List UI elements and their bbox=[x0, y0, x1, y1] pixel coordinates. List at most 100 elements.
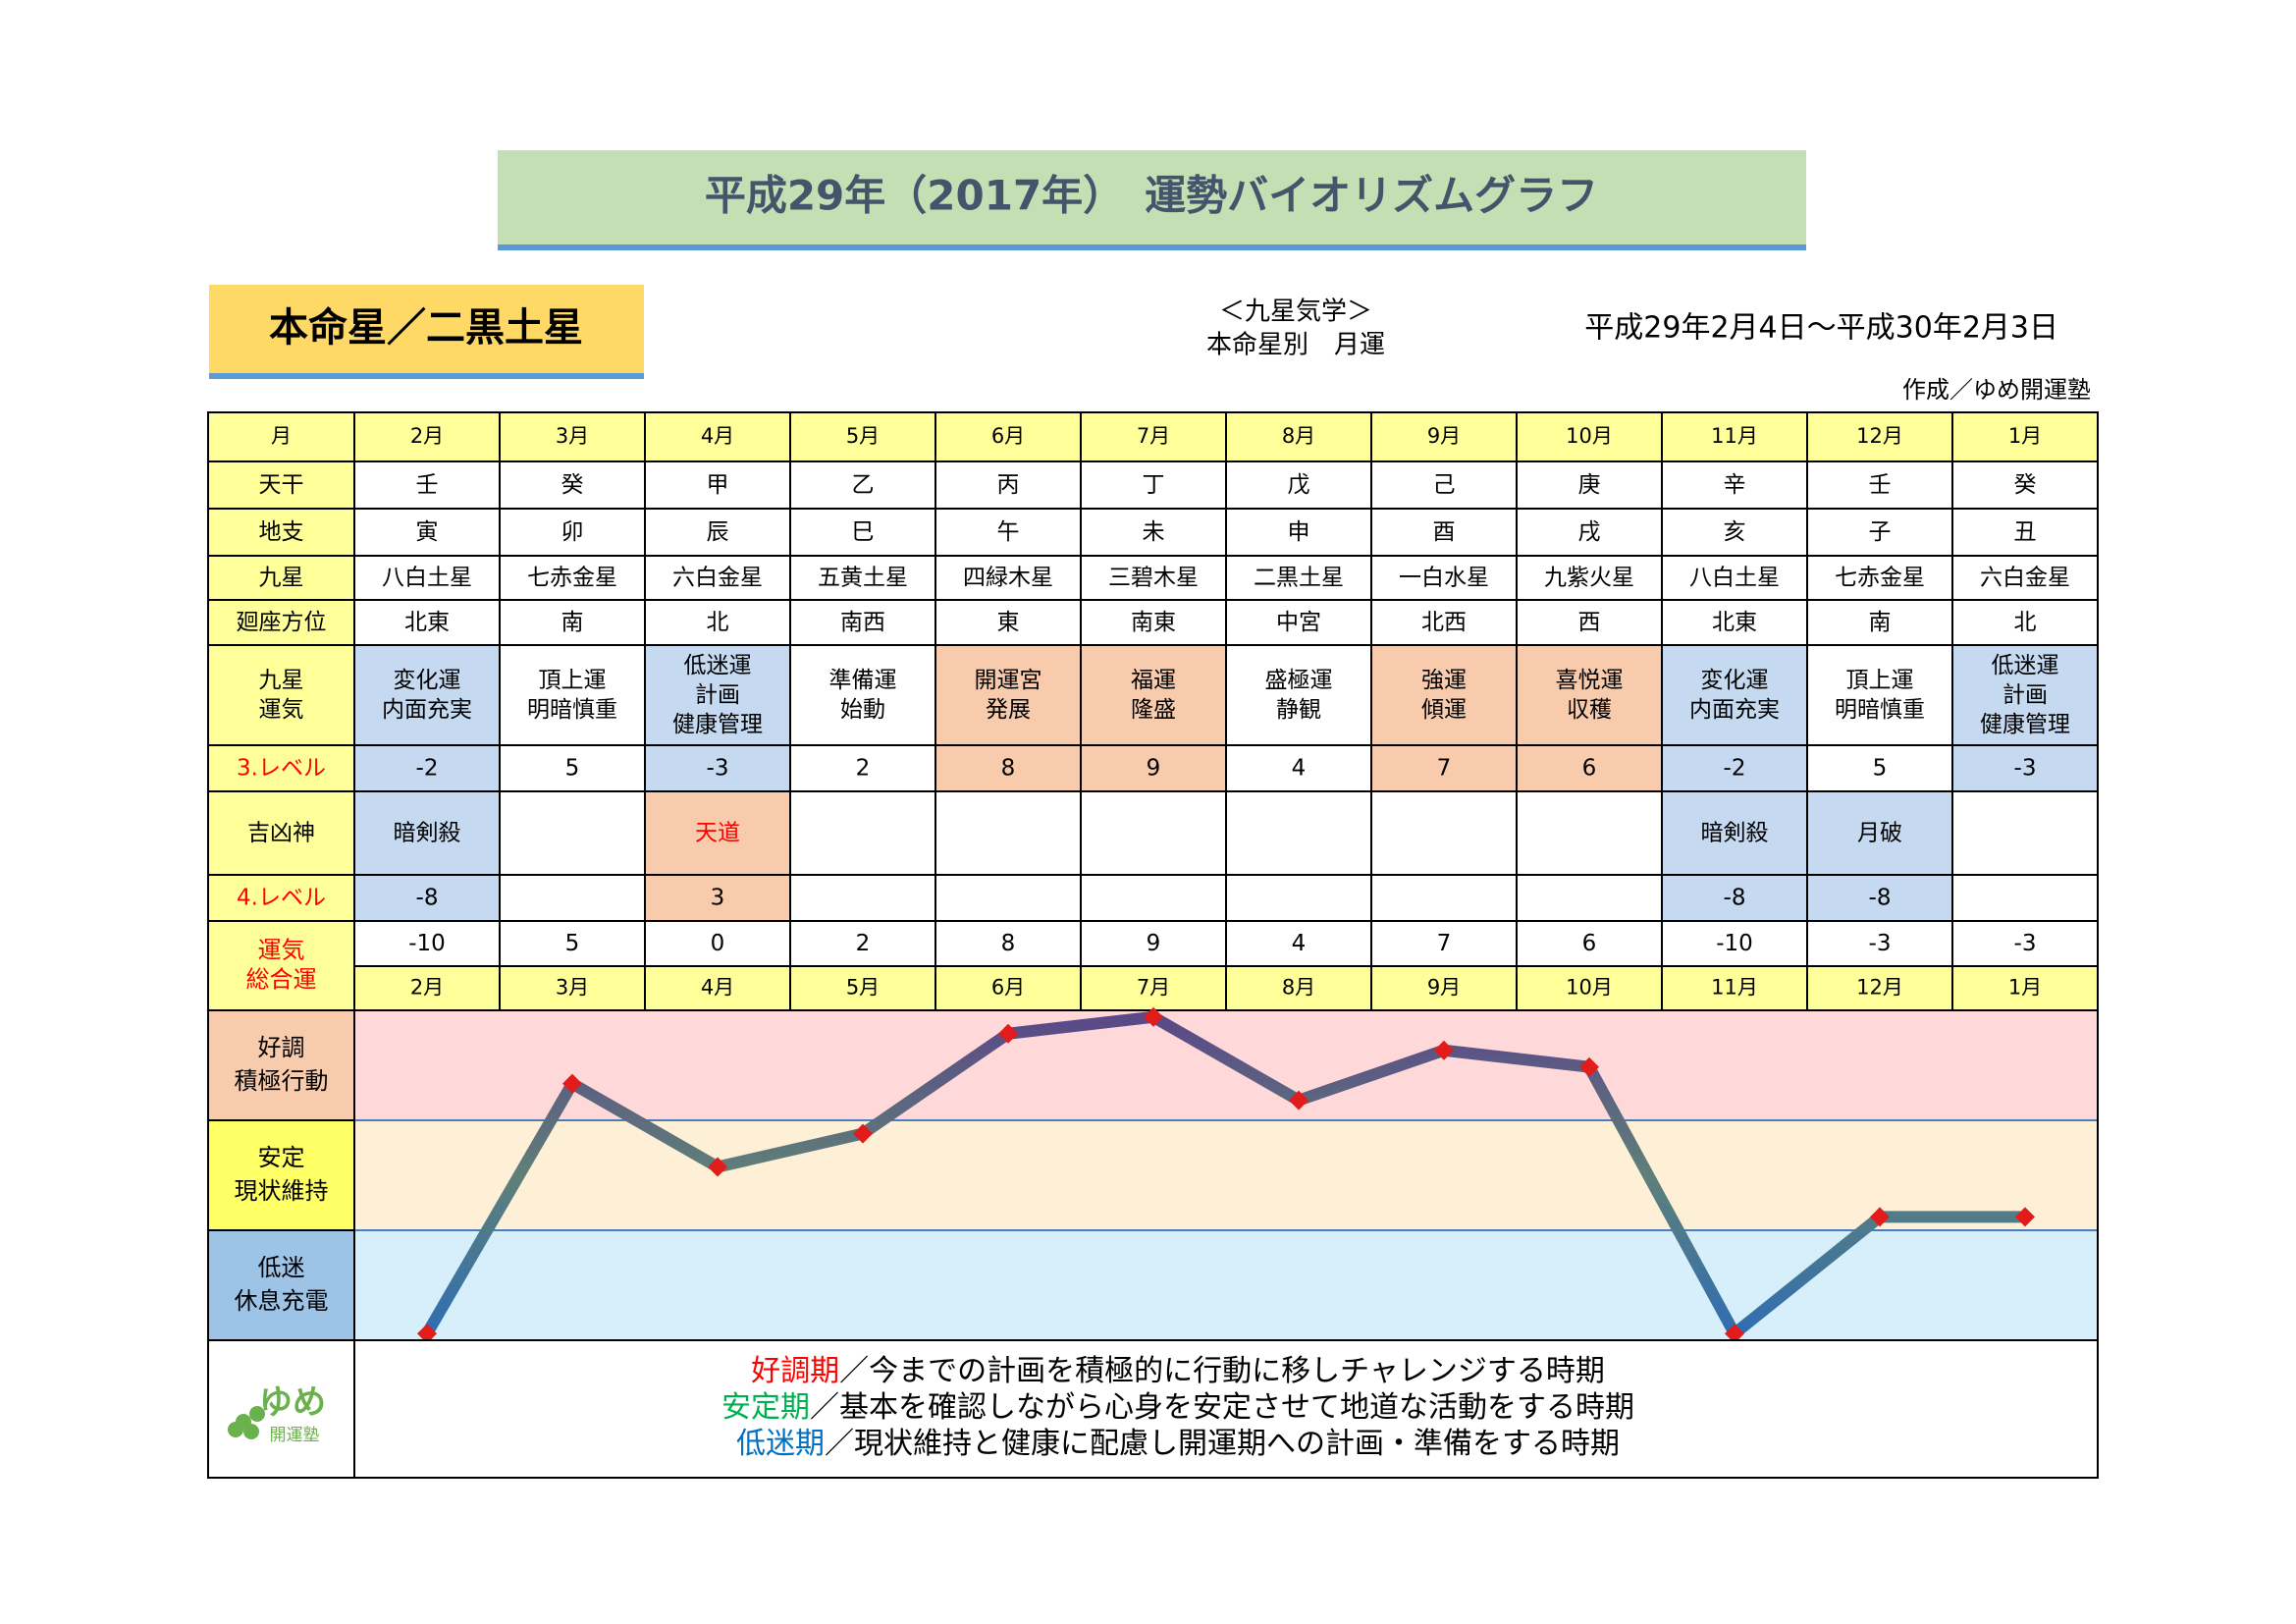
text-line: 辛 bbox=[1724, 472, 1746, 498]
text-line: 北東 bbox=[1712, 610, 1757, 635]
period: 平成29年2月4日～平成30年2月3日 bbox=[1584, 311, 2058, 346]
text-line: 明暗慎重 bbox=[1835, 697, 1925, 723]
month-label: 10月 bbox=[1566, 424, 1613, 448]
table-value: 天道 bbox=[695, 820, 740, 845]
total-value: -3 bbox=[1869, 931, 1892, 956]
x-tick-label: 7月 bbox=[1137, 976, 1170, 1000]
table-value: 変化運内面充実 bbox=[382, 668, 472, 723]
table-cell bbox=[1951, 790, 2099, 876]
legend-text: ／今までの計画を積極的に行動に移しチャレンジする時期 bbox=[839, 1354, 1605, 1388]
table-value: 未 bbox=[1143, 519, 1165, 545]
table-value: 戊 bbox=[1288, 472, 1310, 498]
table-value: 酉 bbox=[1433, 519, 1456, 545]
logo-sub: 開運塾 bbox=[270, 1425, 320, 1445]
text-line: 南西 bbox=[840, 610, 885, 635]
table-value: 卯 bbox=[561, 519, 584, 545]
total-value: 2 bbox=[856, 931, 871, 956]
text-line: 子 bbox=[1869, 519, 1892, 545]
table-cell bbox=[353, 555, 501, 601]
total-value: 5 bbox=[565, 931, 580, 956]
table-value: 乙 bbox=[852, 472, 875, 498]
table-cell bbox=[1370, 508, 1518, 557]
text-line: -10 bbox=[408, 931, 446, 956]
text-line: 南東 bbox=[1131, 610, 1176, 635]
text-line: 東 bbox=[997, 610, 1020, 635]
table-cell bbox=[1225, 644, 1372, 746]
subtitle: 本命星別 月運 bbox=[1206, 331, 1385, 360]
month-label: 3月 bbox=[556, 424, 589, 448]
table-cell bbox=[1806, 965, 1953, 1011]
band-label-cell bbox=[207, 1009, 355, 1121]
table-cell bbox=[1951, 920, 2099, 967]
month-label: 9月 bbox=[1427, 424, 1461, 448]
text-line: 始動 bbox=[840, 697, 885, 723]
band-label: 低迷休息充電 bbox=[235, 1254, 329, 1315]
text-line: 3 bbox=[711, 885, 725, 910]
table-cell bbox=[1661, 599, 1808, 646]
clover bbox=[228, 1422, 243, 1437]
table-cell bbox=[1225, 744, 1372, 792]
table-value: 寅 bbox=[416, 519, 439, 545]
table-value: 丁 bbox=[1143, 472, 1165, 498]
text-line: 収穫 bbox=[1567, 697, 1612, 723]
table-cell bbox=[353, 744, 501, 792]
table-value: 癸 bbox=[561, 472, 584, 498]
table-cell bbox=[644, 508, 791, 557]
table-value: 8 bbox=[1001, 755, 1016, 781]
table-cell bbox=[1080, 411, 1227, 462]
table-cell bbox=[1516, 508, 1663, 557]
month-label: 8月 bbox=[1282, 424, 1315, 448]
table-cell bbox=[353, 508, 501, 557]
point bbox=[1870, 1207, 1890, 1227]
text-line: 安定 bbox=[258, 1144, 305, 1171]
table-value: 4 bbox=[1292, 755, 1307, 781]
table-value: 月破 bbox=[1857, 820, 1902, 845]
table-cell bbox=[353, 790, 501, 876]
clover bbox=[243, 1424, 259, 1439]
table-cell bbox=[644, 790, 791, 876]
table-value: -8 bbox=[416, 885, 439, 910]
table-cell bbox=[207, 599, 355, 646]
text-line: 天干 bbox=[259, 472, 304, 498]
legend-text: ／基本を確認しながら心身を安定させて地道な活動をする時期 bbox=[810, 1390, 1634, 1425]
table-cell bbox=[644, 965, 791, 1011]
text-line: 8月 bbox=[1282, 424, 1315, 448]
table-value: 北東 bbox=[404, 610, 450, 635]
table-value: 南西 bbox=[840, 610, 885, 635]
table-cell bbox=[934, 599, 1082, 646]
table-cell bbox=[1951, 508, 2099, 557]
month-label: 6月 bbox=[991, 424, 1025, 448]
text-line: 7 bbox=[1437, 931, 1452, 956]
text-line: 7 bbox=[1437, 755, 1452, 781]
text-line: 健康管理 bbox=[1980, 712, 2070, 737]
text-line: 低迷 bbox=[258, 1254, 305, 1281]
text-line: 暗剣殺 bbox=[394, 820, 461, 845]
text-line: 戌 bbox=[1578, 519, 1601, 545]
table-value: -8 bbox=[1869, 885, 1892, 910]
x-tick-label: 3月 bbox=[556, 976, 589, 1000]
text-line: 積極行動 bbox=[235, 1067, 329, 1095]
legend-line: 安定期／基本を確認しながら心身を安定させて地道な活動をする時期 bbox=[721, 1390, 1634, 1425]
table-cell bbox=[499, 744, 646, 792]
author: 作成／ゆめ開運塾 bbox=[1902, 376, 2091, 404]
text-line: 南 bbox=[561, 610, 584, 635]
band-label: 好調積極行動 bbox=[235, 1034, 329, 1095]
text-line: -2 bbox=[416, 755, 439, 781]
table-value: 南東 bbox=[1131, 610, 1176, 635]
text-line: 2月 bbox=[410, 976, 444, 1000]
text-line: 9 bbox=[1147, 931, 1161, 956]
table-value: 9 bbox=[1147, 755, 1161, 781]
point bbox=[1434, 1040, 1454, 1060]
text-line: 西 bbox=[1578, 610, 1601, 635]
text-line: 10月 bbox=[1566, 424, 1613, 448]
table-value: -8 bbox=[1724, 885, 1746, 910]
text-line: 運気 bbox=[258, 937, 305, 964]
text-line: 3月 bbox=[556, 424, 589, 448]
text-line: 9月 bbox=[1427, 976, 1461, 1000]
table-value: 辛 bbox=[1724, 472, 1746, 498]
table-value: 子 bbox=[1869, 519, 1892, 545]
table-value: 八白土星 bbox=[1689, 565, 1780, 590]
table-value: 四緑木星 bbox=[963, 565, 1053, 590]
text-line: 6月 bbox=[991, 976, 1025, 1000]
